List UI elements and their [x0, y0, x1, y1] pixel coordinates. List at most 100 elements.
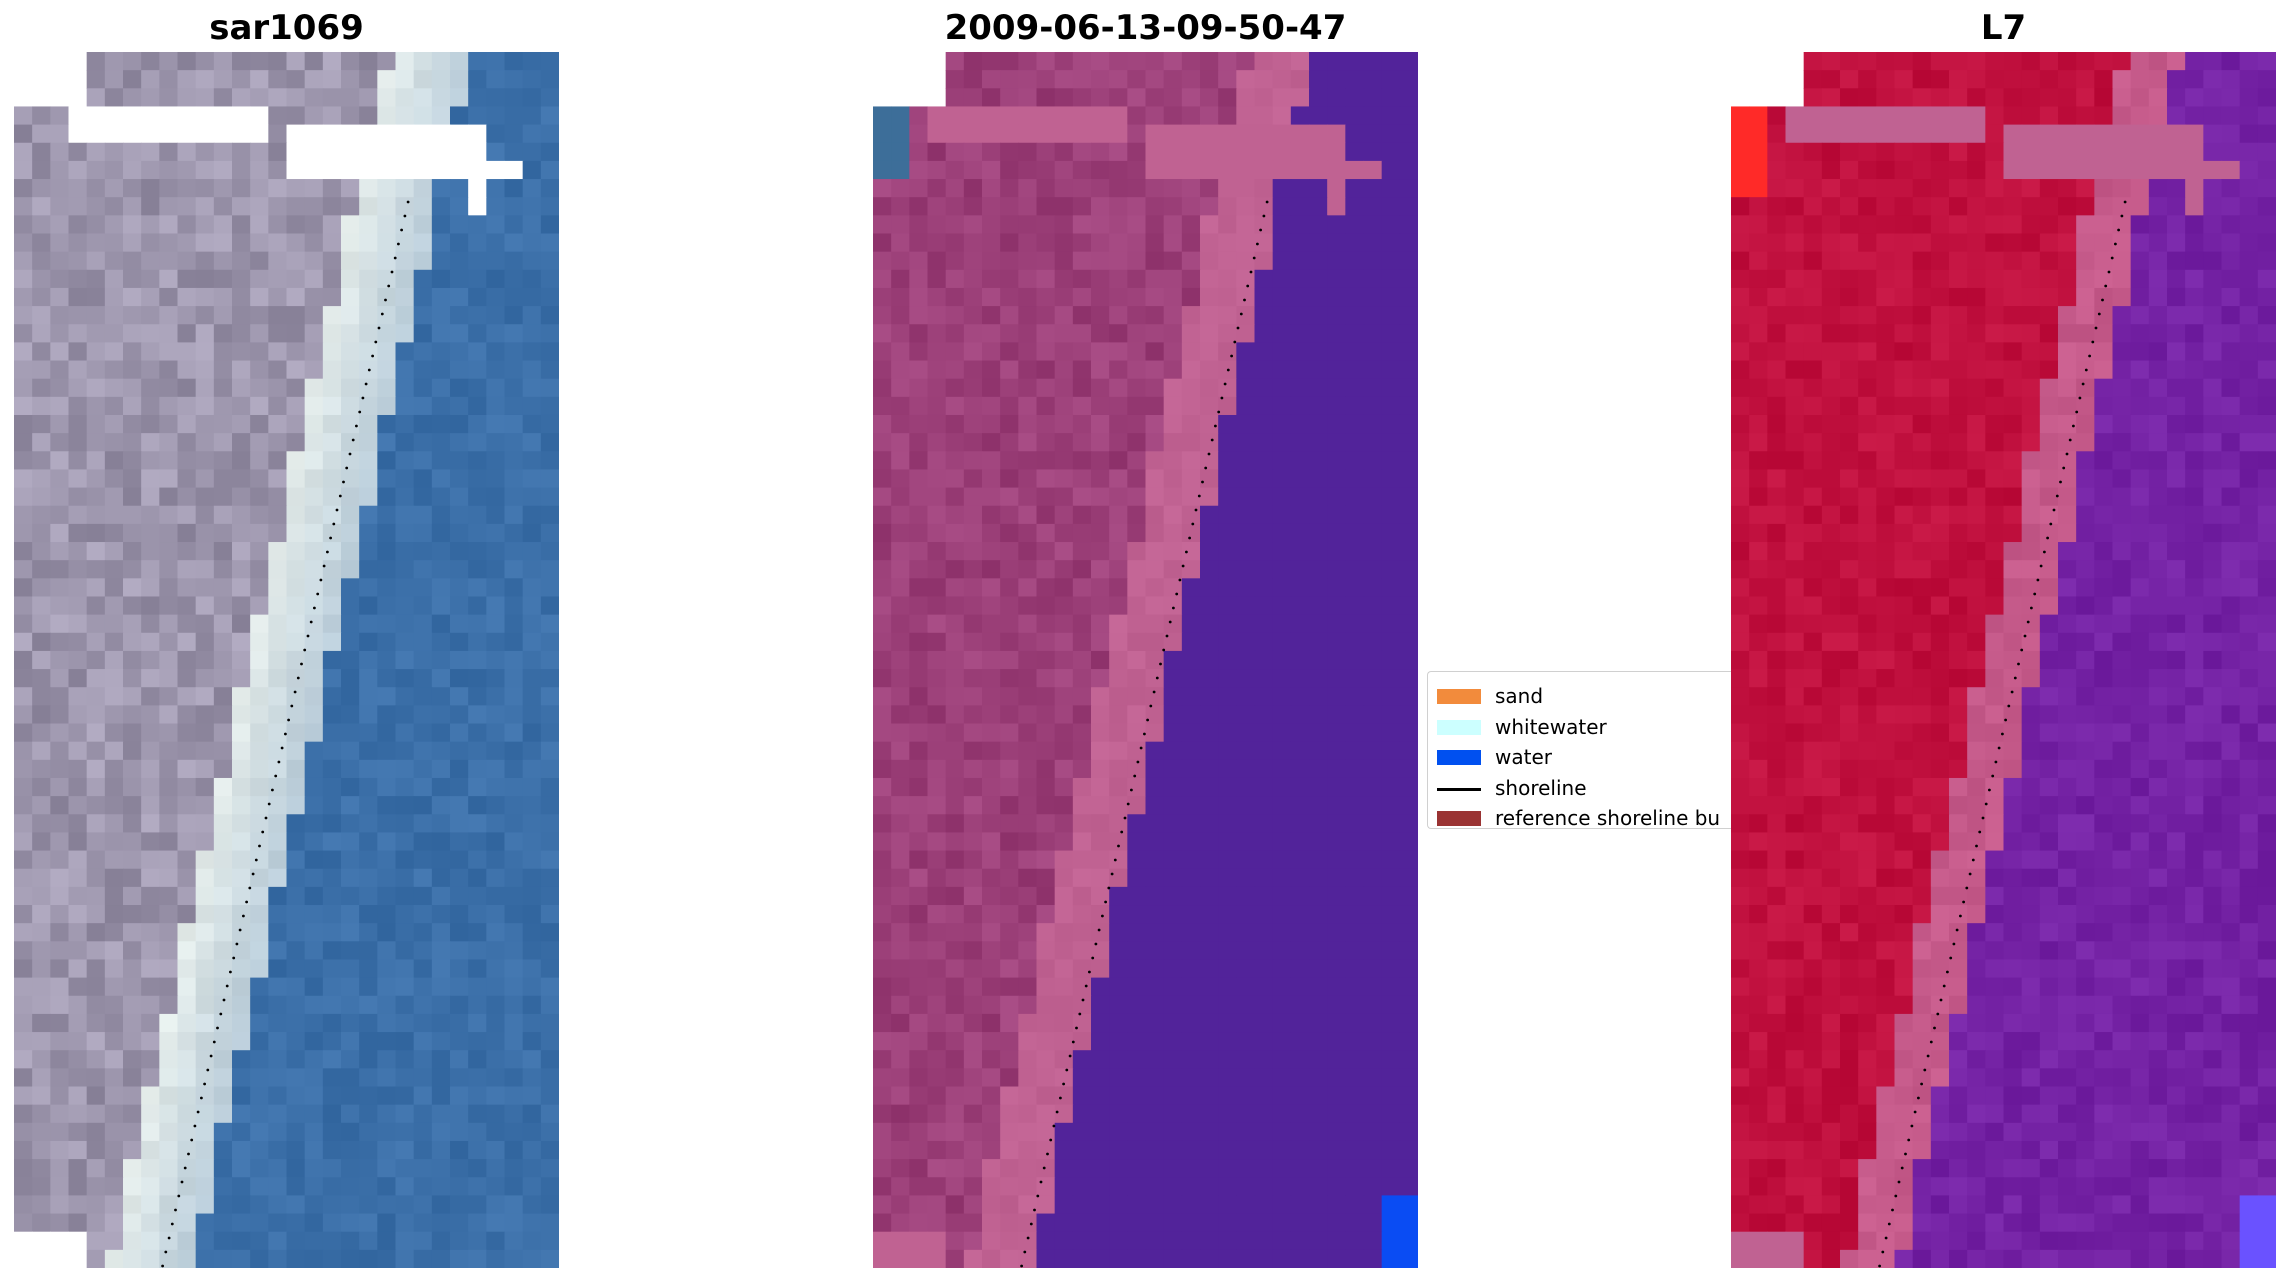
- rgb-pixel: [540, 106, 559, 126]
- class-pixel: [1309, 923, 1328, 942]
- rgb-pixel: [123, 1177, 142, 1196]
- rgb-pixel: [86, 868, 106, 888]
- class-pixel: [1127, 1013, 1147, 1033]
- class-pixel: [1054, 287, 1074, 307]
- class-pixel: [963, 451, 983, 471]
- index-pixel: [1912, 342, 1932, 362]
- rgb-pixel: [14, 941, 33, 961]
- index-pixel: [1930, 251, 1950, 271]
- rgb-pixel: [286, 1050, 306, 1069]
- class-pixel: [1181, 469, 1201, 489]
- rgb-pixel: [268, 1104, 288, 1124]
- rgb-pixel: [250, 868, 269, 888]
- rgb-pixel: [177, 487, 197, 507]
- rgb-pixel: [359, 124, 378, 144]
- index-pixel: [2221, 269, 2241, 289]
- rgb-pixel: [250, 650, 269, 670]
- index-pixel: [2094, 396, 2114, 416]
- class-pixel: [1218, 905, 1237, 924]
- class-pixel: [1036, 469, 1056, 489]
- rgb-pixel: [32, 923, 51, 942]
- class-pixel: [1000, 197, 1019, 216]
- rgb-pixel: [431, 850, 451, 870]
- rgb-pixel: [377, 88, 397, 108]
- class-pixel: [873, 287, 892, 307]
- rgb-pixel: [341, 796, 360, 815]
- class-pixel: [1127, 632, 1147, 652]
- index-pixel: [2239, 469, 2259, 489]
- class-pixel: [1399, 1231, 1418, 1251]
- shoreline-point: [170, 1222, 174, 1226]
- class-pixel: [1181, 251, 1201, 271]
- class-pixel: [1399, 197, 1418, 216]
- rgb-pixel: [159, 1213, 179, 1233]
- class-pixel: [963, 1195, 983, 1215]
- class-pixel: [1200, 596, 1219, 616]
- class-pixel: [1145, 414, 1165, 434]
- class-pixel: [982, 814, 1001, 834]
- rgb-pixel: [195, 142, 215, 162]
- rgb-pixel: [141, 106, 160, 126]
- class-pixel: [1327, 995, 1346, 1015]
- rgb-pixel: [504, 1104, 524, 1124]
- class-pixel: [1163, 287, 1183, 307]
- rgb-pixel: [86, 233, 106, 253]
- rgb-pixel: [486, 650, 506, 670]
- rgb-pixel: [522, 414, 542, 434]
- class-pixel: [1399, 451, 1418, 471]
- index-pixel: [2148, 360, 2168, 380]
- rgb-pixel: [504, 1159, 524, 1178]
- class-pixel: [1036, 106, 1056, 126]
- class-pixel: [1163, 1032, 1183, 1051]
- index-pixel: [2221, 251, 2241, 271]
- index-pixel: [2130, 324, 2150, 343]
- index-pixel: [1767, 124, 1787, 144]
- shoreline-point: [1239, 312, 1243, 316]
- class-pixel: [982, 160, 1001, 180]
- shoreline-point: [1185, 550, 1188, 554]
- rgb-pixel: [14, 796, 33, 815]
- class-pixel: [1145, 941, 1165, 961]
- rgb-pixel: [431, 1140, 451, 1160]
- rgb-pixel: [232, 777, 251, 797]
- class-pixel: [1000, 1140, 1019, 1160]
- rgb-pixel: [68, 1032, 88, 1051]
- class-pixel: [945, 687, 965, 706]
- class-pixel: [1236, 251, 1256, 271]
- rgb-pixel: [195, 687, 215, 706]
- rgb-pixel: [32, 523, 51, 543]
- rgb-pixel: [68, 287, 88, 307]
- rgb-pixel: [322, 941, 342, 961]
- class-pixel: [1163, 1050, 1183, 1069]
- rgb-pixel: [322, 741, 342, 761]
- rgb-pixel: [395, 287, 415, 307]
- class-pixel: [1254, 70, 1274, 89]
- rgb-pixel: [540, 1032, 559, 1051]
- class-pixel: [1091, 905, 1110, 924]
- class-pixel: [909, 759, 929, 779]
- rgb-pixel: [86, 124, 106, 144]
- rgb-pixel: [213, 1213, 233, 1233]
- rgb-pixel: [159, 451, 179, 471]
- class-pixel: [1254, 1013, 1274, 1033]
- index-pixel: [1840, 396, 1859, 416]
- rgb-pixel: [304, 215, 324, 235]
- class-pixel: [1145, 1122, 1165, 1142]
- class-pixel: [1363, 777, 1383, 797]
- class-pixel: [1127, 505, 1147, 525]
- index-pixel: [1912, 378, 1932, 398]
- index-pixel: [1949, 88, 1968, 108]
- class-pixel: [1018, 433, 1038, 452]
- rgb-pixel: [431, 977, 451, 997]
- index-pixel: [2039, 106, 2059, 126]
- index-pixel: [2203, 360, 2223, 380]
- rgb-pixel: [14, 1213, 33, 1233]
- rgb-pixel: [232, 523, 251, 543]
- index-pixel: [1967, 233, 1986, 253]
- index-pixel: [2058, 487, 2077, 507]
- class-pixel: [963, 777, 983, 797]
- class-pixel: [1254, 197, 1274, 216]
- rgb-pixel: [232, 1213, 251, 1233]
- shoreline-point: [161, 1264, 165, 1268]
- rgb-pixel: [268, 995, 288, 1015]
